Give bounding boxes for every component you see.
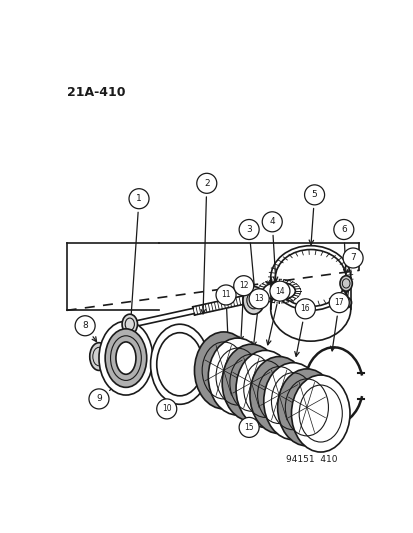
Circle shape xyxy=(340,297,351,308)
Circle shape xyxy=(294,299,315,319)
Circle shape xyxy=(269,281,289,301)
Ellipse shape xyxy=(249,357,308,433)
Text: 10: 10 xyxy=(161,405,171,414)
Ellipse shape xyxy=(150,324,209,405)
Circle shape xyxy=(196,173,216,193)
Text: 3: 3 xyxy=(246,225,252,234)
Text: 13: 13 xyxy=(254,294,263,303)
Text: 14: 14 xyxy=(275,287,284,296)
Text: 17: 17 xyxy=(334,298,343,307)
Circle shape xyxy=(129,189,149,209)
Circle shape xyxy=(343,300,348,305)
Text: 6: 6 xyxy=(340,225,346,234)
Circle shape xyxy=(304,185,324,205)
Text: 16: 16 xyxy=(300,304,309,313)
Circle shape xyxy=(249,289,268,309)
Text: 7: 7 xyxy=(349,254,355,262)
Text: 12: 12 xyxy=(238,281,248,290)
Text: 8: 8 xyxy=(82,321,88,330)
Ellipse shape xyxy=(122,314,137,334)
Ellipse shape xyxy=(105,329,146,387)
Text: 5: 5 xyxy=(311,190,317,199)
Ellipse shape xyxy=(339,276,351,291)
Circle shape xyxy=(342,248,362,268)
Ellipse shape xyxy=(291,375,349,452)
Text: 2: 2 xyxy=(204,179,209,188)
Circle shape xyxy=(233,276,253,296)
Ellipse shape xyxy=(222,344,280,421)
Text: 15: 15 xyxy=(244,423,253,432)
Ellipse shape xyxy=(235,350,294,427)
Text: 1: 1 xyxy=(136,194,142,203)
Text: 9: 9 xyxy=(96,394,102,403)
Circle shape xyxy=(239,417,259,438)
Ellipse shape xyxy=(194,332,252,409)
Ellipse shape xyxy=(242,287,264,314)
Circle shape xyxy=(328,293,349,313)
Circle shape xyxy=(333,220,353,239)
Circle shape xyxy=(261,212,282,232)
Text: 11: 11 xyxy=(221,290,230,300)
Ellipse shape xyxy=(90,343,108,370)
Circle shape xyxy=(157,399,176,419)
Ellipse shape xyxy=(208,338,266,415)
Ellipse shape xyxy=(275,249,345,306)
Text: 94151  410: 94151 410 xyxy=(285,455,337,464)
Ellipse shape xyxy=(116,342,135,374)
Ellipse shape xyxy=(277,369,335,446)
Circle shape xyxy=(239,220,259,239)
Ellipse shape xyxy=(99,321,152,395)
Circle shape xyxy=(89,389,109,409)
Circle shape xyxy=(216,285,235,305)
Ellipse shape xyxy=(263,363,321,440)
Text: 21A-410: 21A-410 xyxy=(66,85,125,99)
Circle shape xyxy=(75,316,95,336)
Text: 4: 4 xyxy=(269,217,274,227)
